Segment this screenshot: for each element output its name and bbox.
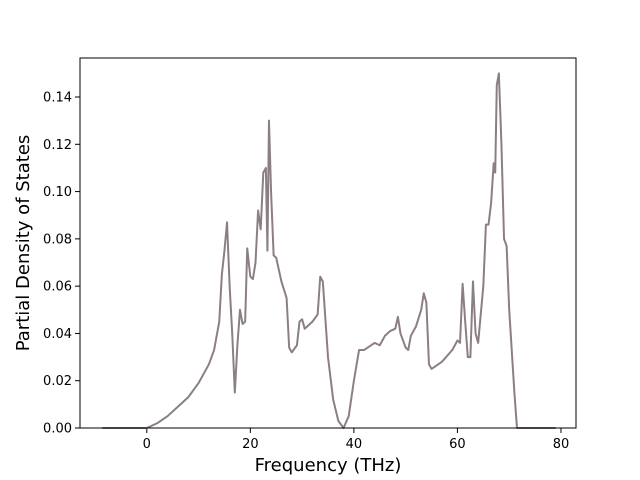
x-axis-label: Frequency (THz) (255, 455, 402, 476)
line-series (102, 72, 556, 429)
y-tick-label: 0.06 (43, 280, 72, 295)
y-tick-label: 0.04 (43, 327, 72, 342)
x-tick-label: 20 (242, 437, 259, 452)
y-tick-label: 0.12 (43, 138, 72, 153)
y-tick-label: 0.14 (43, 91, 72, 106)
x-tick-label: 0 (143, 437, 151, 452)
y-tick-label: 0.08 (43, 232, 72, 247)
y-tick-label: 0.10 (43, 185, 72, 200)
axes-frame (79, 57, 577, 429)
y-tick-label: 0.02 (43, 374, 72, 389)
y-tick-label: 0.00 (43, 422, 72, 437)
x-tick-label: 80 (553, 437, 570, 452)
x-tick-label: 40 (346, 437, 363, 452)
x-tick-label: 60 (449, 437, 466, 452)
y-axis-label: Partial Density of States (13, 135, 34, 352)
